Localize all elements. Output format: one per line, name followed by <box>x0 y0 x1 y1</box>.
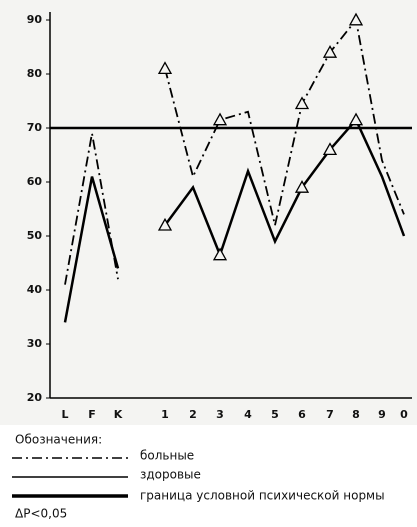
y-tick-label: 50 <box>27 229 43 242</box>
y-tick-label: 20 <box>27 391 43 404</box>
significance-marker <box>294 96 310 110</box>
x-tick-label: 9 <box>378 408 386 421</box>
x-tick-label: 4 <box>244 408 252 421</box>
significance-marker <box>322 142 338 156</box>
significance-marker <box>348 112 364 126</box>
y-tick-label: 30 <box>27 337 43 350</box>
significance-marker <box>294 180 310 193</box>
series-line <box>64 17 405 285</box>
x-tick-label: 1 <box>161 408 169 421</box>
legend-label: больные <box>140 449 194 463</box>
x-tick-label: 5 <box>271 408 279 421</box>
series-line <box>63 117 406 323</box>
legend-label: здоровые <box>140 468 201 482</box>
x-tick-label: 2 <box>189 408 197 421</box>
x-tick-label: 7 <box>326 408 334 421</box>
significance-marker <box>157 61 173 75</box>
y-tick-label: 70 <box>27 121 43 134</box>
x-tick-label: 3 <box>216 408 224 421</box>
y-tick-label: 90 <box>27 13 43 26</box>
x-tick-label: 8 <box>352 408 360 421</box>
legend-title: Обозначения: <box>15 433 102 447</box>
significance-marker <box>212 112 228 126</box>
significance-marker <box>157 217 173 231</box>
significance-marker <box>348 12 364 26</box>
legend-label: граница условной психической нормы <box>140 489 385 503</box>
legend-background <box>0 425 417 527</box>
y-tick-label: 40 <box>27 283 43 296</box>
x-tick-label: F <box>88 408 96 421</box>
significance-marker <box>322 45 338 58</box>
y-tick-label: 60 <box>27 175 43 188</box>
x-tick-label: K <box>114 408 123 421</box>
x-tick-label: 6 <box>298 408 306 421</box>
significance-marker <box>212 247 228 261</box>
x-tick-label: L <box>61 408 68 421</box>
x-tick-label: 0 <box>400 408 408 421</box>
legend-label: ΔP<0,05 <box>15 507 67 521</box>
y-tick-label: 80 <box>27 67 43 80</box>
